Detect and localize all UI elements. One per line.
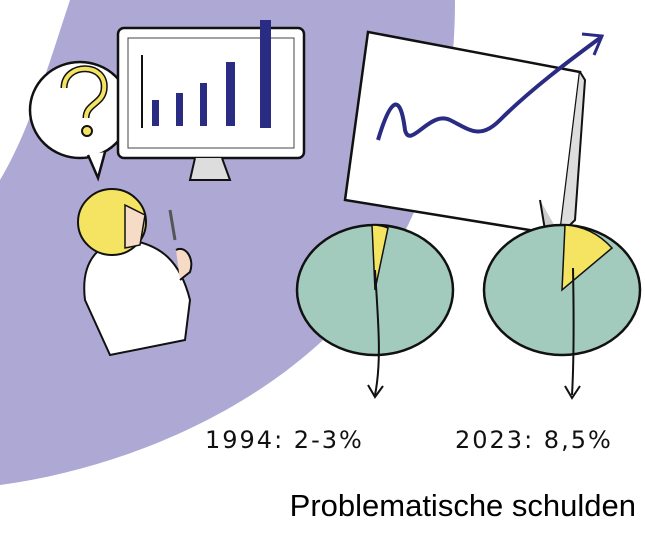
monitor — [118, 20, 304, 180]
pie-label: 1994: 2-3% — [205, 426, 364, 454]
pie-2023 — [484, 225, 640, 398]
pie-1994 — [297, 225, 453, 397]
illustration: 1994: 2-3% 2023: 8,5% Problematische sch… — [0, 0, 645, 534]
tablet — [345, 32, 602, 235]
caption: Problematische schulden — [290, 488, 636, 523]
pie-label: 2023: 8,5% — [455, 426, 613, 454]
